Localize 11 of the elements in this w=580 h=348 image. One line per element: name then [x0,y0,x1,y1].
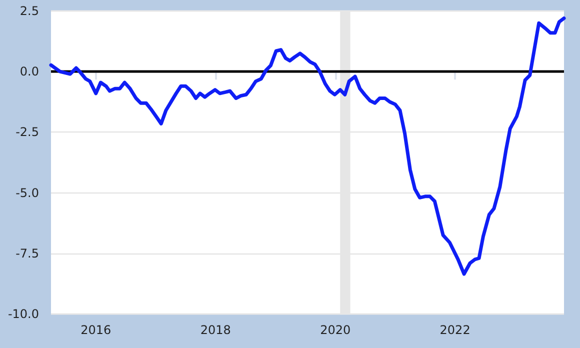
y-tick-label: -7.5 [16,246,39,260]
x-tick-label: 2022 [440,323,470,337]
y-tick-label: -5.0 [16,186,39,200]
x-tick-label: 2016 [80,323,112,337]
y-tick-label: 2.5 [20,4,39,18]
line-series [49,16,566,276]
y-tick-label: -10.0 [8,307,39,321]
x-tick-label: 2018 [200,323,231,337]
y-tick-label: 0.0 [20,64,39,79]
x-tick-label: 2020 [320,323,351,337]
y-tick-label: -2.5 [16,125,39,140]
